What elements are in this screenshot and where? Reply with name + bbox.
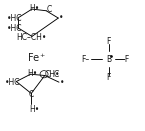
- Text: H•: H•: [29, 4, 39, 13]
- Text: H•: H•: [28, 69, 38, 78]
- Text: Fe: Fe: [28, 53, 40, 63]
- Text: –F: –F: [122, 55, 130, 64]
- Text: •: •: [59, 78, 64, 87]
- Text: +: +: [39, 53, 44, 58]
- Text: F–: F–: [81, 55, 89, 64]
- Text: HC–CH•: HC–CH•: [16, 33, 47, 42]
- Text: F: F: [107, 37, 111, 46]
- Text: •HC: •HC: [7, 14, 23, 23]
- Text: B: B: [106, 55, 111, 64]
- Text: C: C: [46, 5, 51, 14]
- Text: •: •: [59, 13, 64, 22]
- Text: H•: H•: [29, 105, 39, 114]
- Text: •HC: •HC: [7, 24, 23, 33]
- Text: •HC: •HC: [5, 78, 20, 87]
- Text: C: C: [53, 70, 59, 79]
- Text: C: C: [29, 91, 34, 99]
- Text: CH•: CH•: [45, 70, 60, 79]
- Text: F: F: [107, 73, 111, 82]
